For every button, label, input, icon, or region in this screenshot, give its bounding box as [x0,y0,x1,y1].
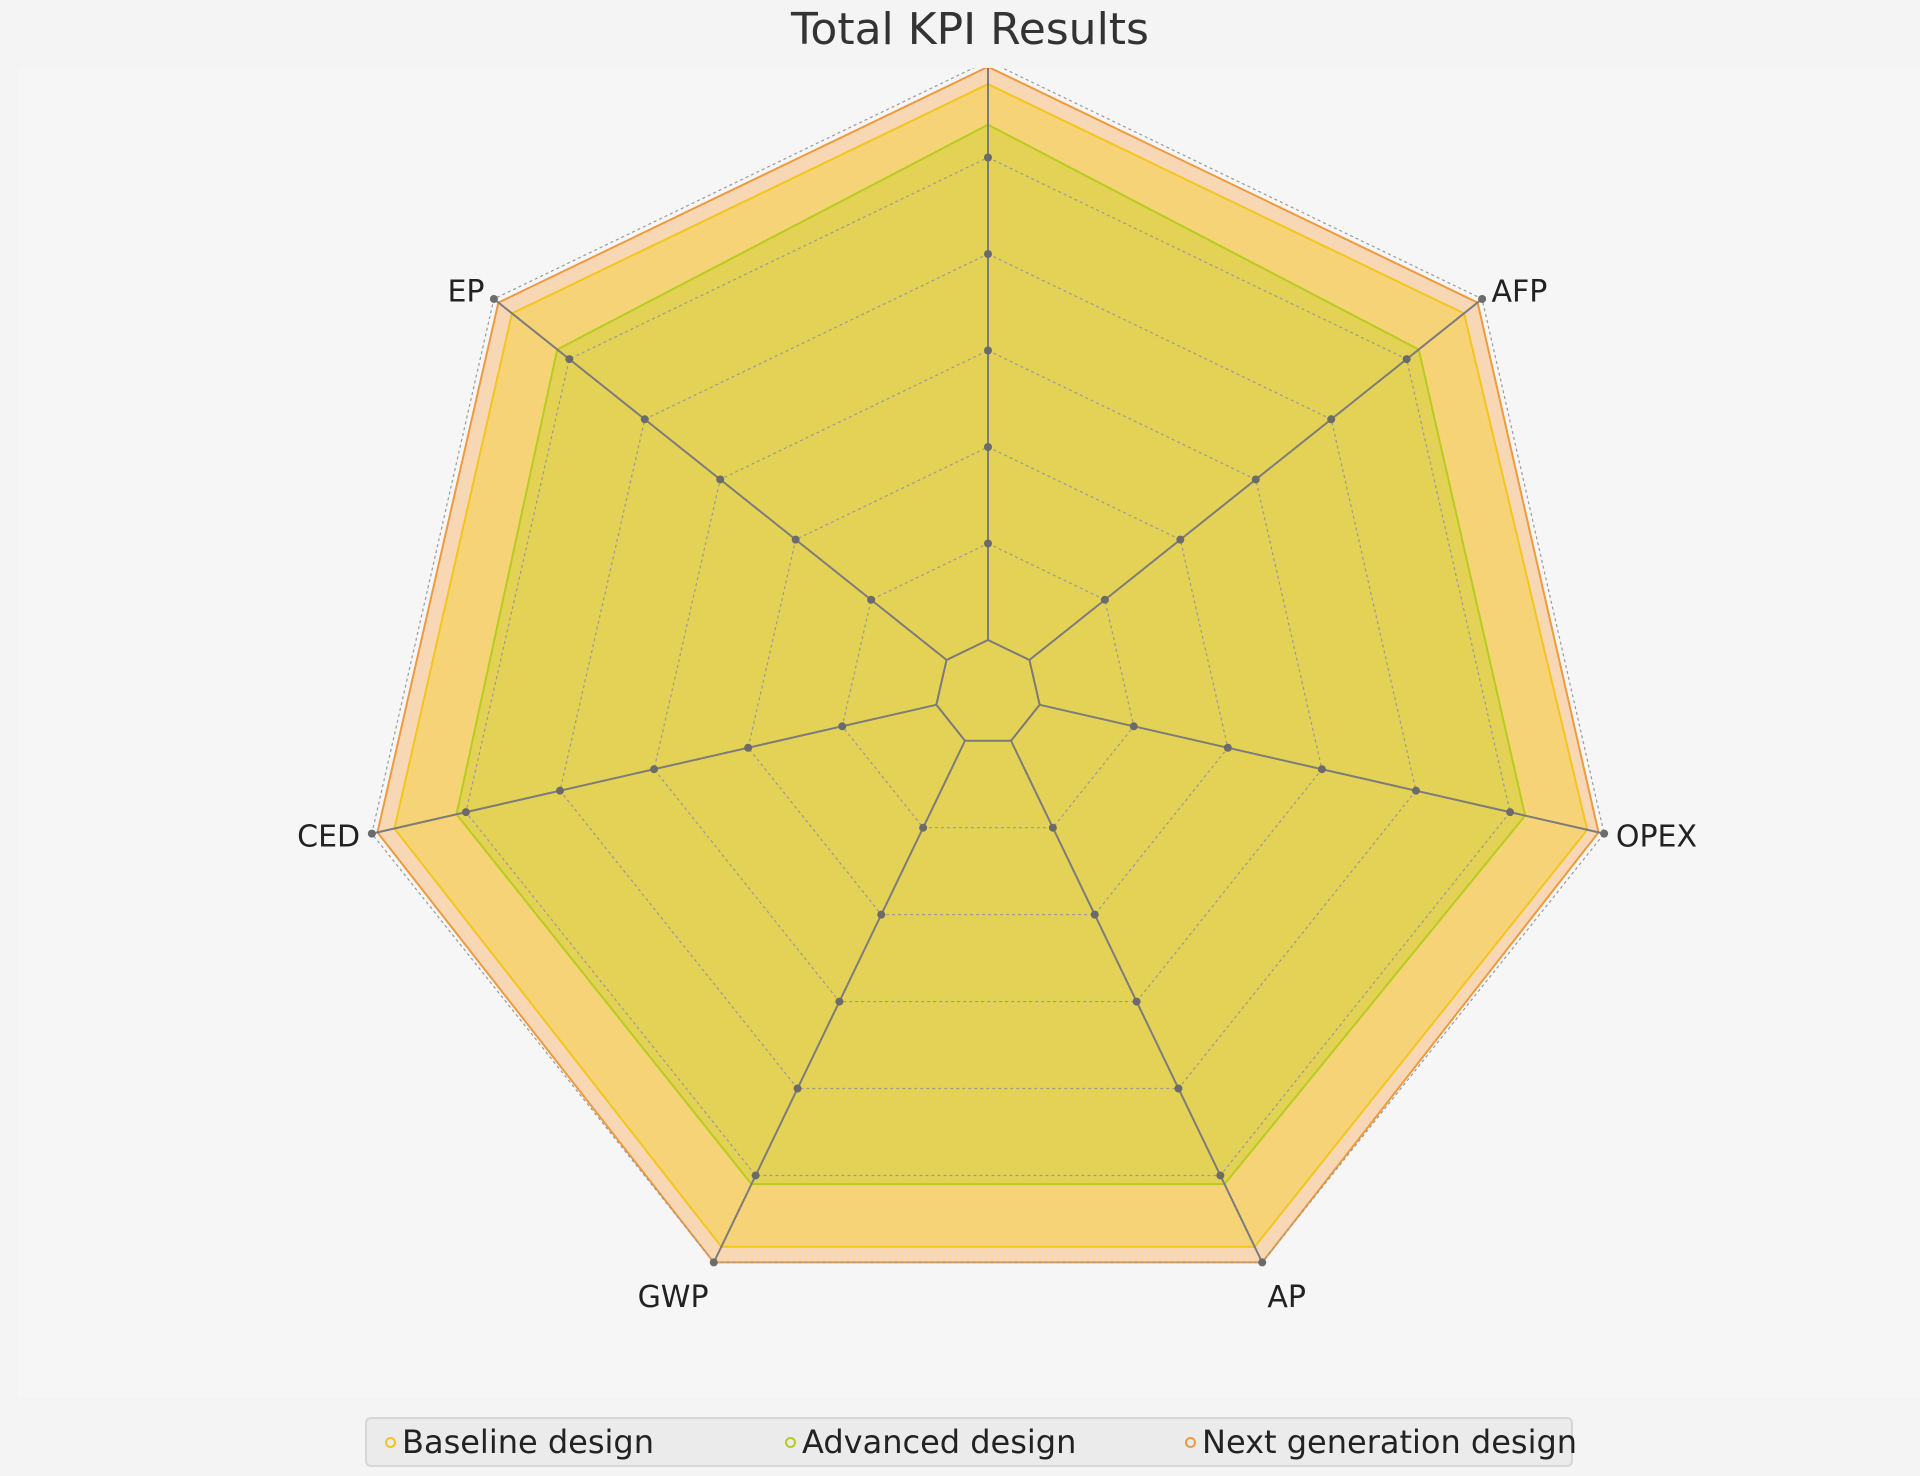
legend-label: Baseline design [402,1423,654,1461]
grid-point [716,475,725,484]
grid-point [1251,475,1260,484]
grid-point [1223,743,1232,752]
grid-point [984,250,992,258]
grid-point [1478,294,1487,303]
grid-point [1129,722,1138,731]
grid-point [489,294,498,303]
grid-point [1176,535,1185,544]
grid-point [556,786,565,795]
grid-point [1258,1258,1267,1267]
grid-ring [559,253,1417,1090]
grid-point [791,535,800,544]
legend-marker-icon [385,1436,396,1448]
grid-ring [935,638,1041,742]
chart-title: Total KPI Results [791,4,1149,55]
axis-label-afp: AFP [1491,274,1547,309]
grid-point [1174,1084,1183,1093]
legend-marker-icon [785,1436,796,1448]
plot-area: NPVAFPOPEXAPGWPCEDEP [18,68,1920,1398]
axis-label-opex: OPEX [1616,819,1697,854]
grid-ring [841,542,1135,829]
grid-point [1048,823,1057,832]
legend-item-advanced[interactable]: Advanced design [785,1419,1076,1465]
grid-point [1506,808,1515,817]
legend: Baseline design Advanced design Next gen… [365,1417,1577,1467]
grid-point [751,1171,760,1180]
legend-item-next-generation[interactable]: Next generation design [1185,1419,1577,1465]
legend-label: Next generation design [1202,1423,1578,1461]
grid-point [1411,786,1420,795]
legend-label: Advanced design [802,1423,1077,1461]
legend-item-baseline[interactable]: Baseline design [385,1419,654,1465]
grid-point [1402,355,1411,364]
grid-point [838,722,847,731]
grid-point [1600,829,1609,838]
grid-point [1327,415,1336,424]
grid-point [461,808,470,817]
grid-point [1100,595,1109,604]
grid-point [1216,1171,1225,1180]
grid-layer [367,68,1609,1267]
grid-point [984,539,992,548]
grid-point [877,910,886,919]
legend-marker-icon [1185,1436,1196,1448]
grid-point [1090,910,1099,919]
grid-point [565,355,574,364]
grid-point [984,153,992,162]
axis-label-ced: CED [297,819,360,854]
axis-label-ep: EP [447,274,484,309]
grid-point [650,765,659,774]
grid-point [793,1084,802,1093]
grid-point [835,997,844,1006]
axis-label-layer: NPVAFPOPEXAPGWPCEDEP [297,274,1697,1315]
axis-label-gwp: GWP [638,1280,709,1315]
radar-chart: NPVAFPOPEXAPGWPCEDEP [297,68,1697,1315]
grid-point [744,743,753,752]
grid-point [919,823,928,832]
grid-point [709,1258,718,1267]
grid-point [1317,765,1326,774]
grid-ring [653,349,1323,1003]
series-area-advanced-design [455,123,1527,1186]
grid-ring [371,68,1605,1264]
grid-point [867,595,876,604]
grid-point [640,415,649,424]
grid-point [984,443,992,451]
axis-label-ap: AP [1267,1280,1306,1315]
grid-ring [465,156,1511,1177]
grid-point [367,829,376,838]
grid-point [1132,997,1141,1006]
grid-point [984,346,992,355]
